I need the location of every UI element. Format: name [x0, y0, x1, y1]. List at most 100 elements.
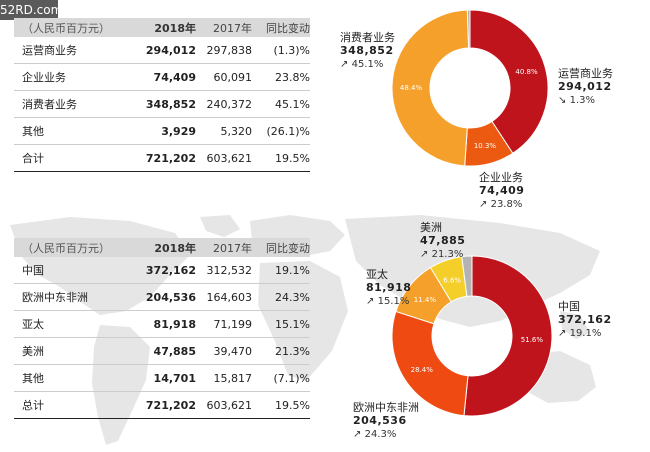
callout-value: 372,162: [558, 313, 612, 326]
value-2018: 81,918: [153, 317, 196, 331]
callout-change: ↗ 24.3%: [353, 429, 397, 440]
value-yoy: 45.1%: [275, 97, 310, 111]
row-label: 美洲: [22, 345, 44, 358]
callout-label: 运营商业务: [558, 67, 613, 80]
value-2017: 60,091: [213, 70, 253, 84]
value-2018: 372,162: [145, 263, 196, 277]
callout-label: 中国: [558, 300, 580, 313]
value-2017: 164,603: [206, 290, 253, 304]
table-row: 亚太 81,918 71,199 15.1%: [14, 311, 310, 338]
arrow-up-icon: ↗: [353, 429, 362, 440]
value-yoy: 23.8%: [275, 70, 310, 84]
donut-slice-0: [463, 255, 553, 417]
header-unit: （人民币百万元）: [22, 21, 110, 35]
donut-pct-label-0: 51.6%: [521, 336, 544, 344]
value-yoy: 19.1%: [275, 263, 310, 277]
callout-china: 中国 372,162 ↗ 19.1%: [558, 300, 612, 340]
donut-pct-label-0: 40.8%: [515, 68, 538, 76]
value-2018: 721,202: [145, 151, 196, 165]
value-2018: 204,536: [145, 290, 196, 304]
callout-value: 81,918: [366, 281, 412, 294]
arrow-down-icon: ↘: [558, 95, 567, 106]
value-yoy: 19.5%: [275, 151, 310, 165]
value-2018: 348,852: [145, 97, 196, 111]
table-row: 运营商业务 294,012 297,838 (1.3)%: [14, 37, 310, 64]
value-2018: 3,929: [161, 124, 196, 138]
value-yoy: (1.3)%: [273, 43, 310, 57]
callout-americas: 美洲 47,885 ↗ 21.3%: [420, 221, 465, 261]
region-table: （人民币百万元） 2018年 2017年 同比变动 中国 372,162 312…: [14, 238, 310, 419]
callout-label: 消费者业务: [340, 31, 395, 44]
callout-label: 欧洲中东非洲: [353, 401, 419, 414]
donut-slice-4: [461, 255, 473, 297]
region-donut-chart: 51.6% 28.4% 11.4% 6.6%: [391, 255, 553, 417]
row-label: 亚太: [22, 318, 44, 331]
row-label: 企业业务: [22, 71, 66, 84]
header-2017: 2017年: [213, 241, 252, 255]
value-2017: 15,817: [213, 371, 253, 385]
callout-change: ↗ 23.8%: [479, 199, 523, 210]
header-unit: （人民币百万元）: [22, 241, 110, 255]
callout-value: 348,852: [340, 44, 394, 57]
table-row: 消费者业务 348,852 240,372 45.1%: [14, 91, 310, 118]
callout-consumer: 消费者业务 348,852 ↗ 45.1%: [340, 31, 395, 71]
arrow-up-icon: ↗: [340, 59, 349, 70]
donut-slice-0: [469, 9, 549, 154]
value-yoy: 24.3%: [275, 290, 310, 304]
callout-change: ↗ 19.1%: [558, 328, 602, 339]
value-2017: 312,532: [206, 263, 253, 277]
donut-slice-1: [391, 310, 469, 417]
value-2018: 74,409: [153, 70, 196, 84]
table-total-row: 合计 721,202 603,621 19.5%: [14, 145, 310, 172]
value-2018: 14,701: [153, 371, 196, 385]
callout-change: ↗ 21.3%: [420, 249, 464, 260]
table-header: （人民币百万元） 2018年 2017年 同比变动: [14, 18, 310, 37]
value-2017: 297,838: [206, 43, 253, 57]
row-label: 欧洲中东非洲: [22, 291, 88, 304]
donut-slice-3: [466, 9, 471, 49]
donut-pct-label-1: 28.4%: [411, 366, 434, 374]
business-segment-table: （人民币百万元） 2018年 2017年 同比变动 运营商业务 294,012 …: [14, 18, 310, 172]
header-yoy: 同比变动: [266, 241, 310, 255]
donut-pct-label-2: 11.4%: [414, 296, 437, 304]
callout-carrier: 运营商业务 294,012 ↘ 1.3%: [558, 67, 613, 107]
callout-change: ↗ 15.1%: [366, 296, 410, 307]
callout-value: 204,536: [353, 414, 407, 427]
value-2017: 39,470: [213, 344, 253, 358]
table-row: 其他 3,929 5,320 (26.1)%: [14, 118, 310, 145]
arrow-up-icon: ↗: [479, 199, 488, 210]
row-label: 运营商业务: [22, 44, 77, 57]
value-2018: 294,012: [145, 43, 196, 57]
row-label: 消费者业务: [22, 98, 77, 111]
callout-change: ↗ 45.1%: [340, 59, 384, 70]
callout-enterprise: 企业业务 74,409 ↗ 23.8%: [479, 171, 524, 211]
value-yoy: (7.1)%: [273, 371, 310, 385]
row-label: 中国: [22, 264, 44, 277]
callout-label: 企业业务: [479, 171, 523, 184]
donut-slice-2: [391, 9, 470, 167]
donut-pct-label-3: 6.6%: [443, 276, 461, 284]
arrow-up-icon: ↗: [366, 296, 375, 307]
value-yoy: 21.3%: [275, 344, 310, 358]
table-row: 中国 372,162 312,532 19.1%: [14, 257, 310, 284]
row-label: 其他: [22, 372, 44, 385]
table-row: 欧洲中东非洲 204,536 164,603 24.3%: [14, 284, 310, 311]
callout-change: ↘ 1.3%: [558, 95, 595, 106]
value-2018: 721,202: [145, 398, 196, 412]
callout-label: 亚太: [366, 268, 388, 281]
value-2017: 240,372: [206, 97, 253, 111]
value-yoy: 15.1%: [275, 317, 310, 331]
row-label: 总计: [22, 399, 44, 412]
header-yoy: 同比变动: [266, 21, 310, 35]
value-2017: 603,621: [206, 151, 253, 165]
arrow-up-icon: ↗: [420, 249, 429, 260]
callout-label: 美洲: [420, 221, 442, 234]
callout-value: 47,885: [420, 234, 466, 247]
watermark: 52RD.com: [0, 0, 62, 20]
header-2018: 2018年: [154, 21, 196, 35]
header-2018: 2018年: [154, 241, 196, 255]
table-total-row: 总计 721,202 603,621 19.5%: [14, 392, 310, 419]
value-2017: 603,621: [206, 398, 253, 412]
callout-emea: 欧洲中东非洲 204,536 ↗ 24.3%: [353, 401, 419, 441]
donut-pct-label-1: 10.3%: [474, 142, 497, 150]
